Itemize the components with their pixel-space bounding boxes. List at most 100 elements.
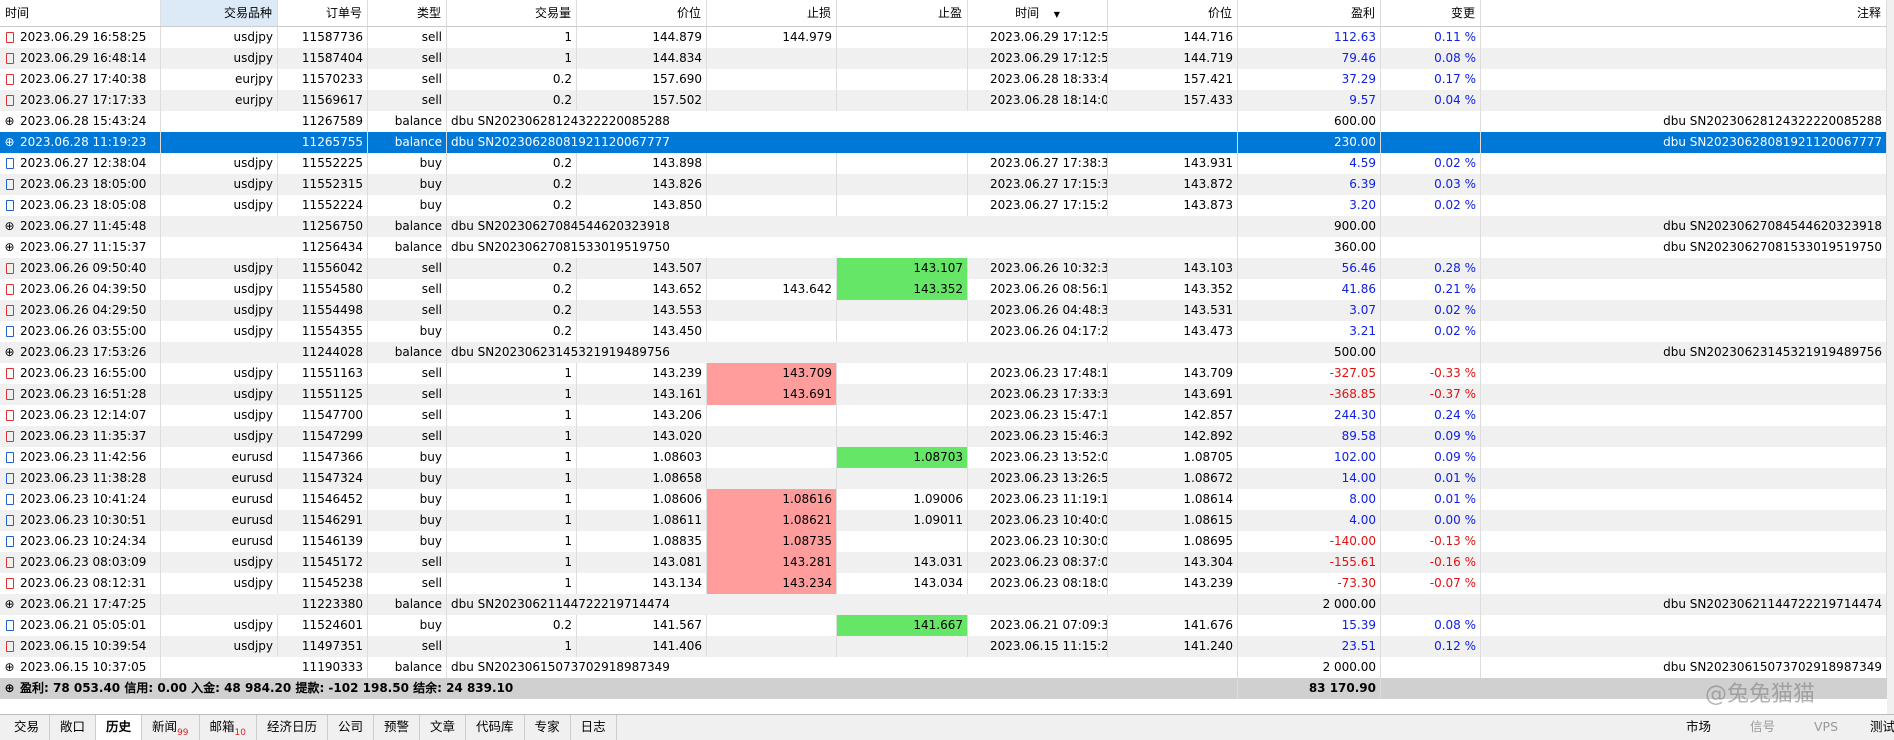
tab[interactable]: 交易 [4, 715, 51, 740]
table-row[interactable]: 2023.06.23 08:12:31 usdjpy 11545238 sell 1 14… [0, 573, 1887, 594]
table-row[interactable]: 2023.06.23 16:51:28 usdjpy 11551125 sell 1 14… [0, 384, 1887, 405]
column-header[interactable]: 交易量 [447, 0, 577, 26]
cell: 142.892 [1108, 426, 1238, 447]
table-row[interactable]: 2023.06.23 10:30:51 eurusd 11546291 buy 1 1.0… [0, 510, 1887, 531]
table-row[interactable]: 2023.06.23 12:14:07 usdjpy 11547700 sell 1 14… [0, 405, 1887, 426]
row-icon [6, 410, 14, 421]
cell: 2023.06.23 10:41:24 [0, 489, 161, 510]
table-row[interactable]: 2023.06.26 04:39:50 usdjpy 11554580 sell 0.2… [0, 279, 1887, 300]
tab[interactable]: 邮箱10 [200, 715, 257, 740]
table-row[interactable]: 2023.06.23 18:05:08 usdjpy 11552224 buy 0.2 1… [0, 195, 1887, 216]
comment: dbu SN20230627084544620323918 [447, 216, 1238, 237]
table-row[interactable]: ⊕ 2023.06.27 11:45:48 11256750 balance dbu S… [0, 216, 1887, 237]
column-header[interactable]: 止盈 [837, 0, 968, 26]
table-row[interactable]: 2023.06.23 10:41:24 eurusd 11546452 buy 1 1.0… [0, 489, 1887, 510]
time: 2023.06.28 15:43:24 [20, 114, 147, 128]
table-row[interactable]: ⊕ 2023.06.27 11:15:37 11256434 balance dbu S… [0, 237, 1887, 258]
tab[interactable]: 预警 [374, 715, 421, 740]
status-item[interactable]: 信号 [1744, 715, 1781, 740]
column-header[interactable]: 类型 [368, 0, 447, 26]
column-header[interactable]: 价位 [577, 0, 707, 26]
table-row[interactable]: 2023.06.15 10:39:54 usdjpy 11497351 sell 1 14… [0, 636, 1887, 657]
column-title: 交易品种 [223, 6, 272, 20]
cell: -0.16 % [1381, 552, 1481, 573]
cell: 14.00 [1238, 468, 1381, 489]
cell: eurusd [161, 510, 278, 531]
table-row[interactable]: ⊕ 2023.06.15 10:37:05 11190333 balance dbu S… [0, 657, 1887, 678]
time: 2023.06.23 16:55:00 [20, 366, 147, 380]
cell: 144.719 [1108, 48, 1238, 69]
table-row[interactable]: 2023.06.21 05:05:01 usdjpy 11524601 buy 0.2 1… [0, 615, 1887, 636]
table-row[interactable]: 2023.06.27 12:38:04 usdjpy 11552225 buy 0.2 1… [0, 153, 1887, 174]
status-item[interactable]: 测试 [1864, 715, 1894, 740]
time: 2023.06.26 04:29:50 [20, 303, 147, 317]
cell: 0.08 % [1381, 48, 1481, 69]
column-header[interactable]: 时间 [0, 0, 161, 26]
time: 2023.06.23 08:03:09 [20, 555, 147, 569]
tab[interactable]: 文章 [420, 715, 467, 740]
table-row[interactable]: 2023.06.27 17:17:33 eurjpy 11569617 sell 0.2… [0, 90, 1887, 111]
column-header[interactable]: 时间 ▼ [968, 0, 1108, 26]
table-row[interactable]: 2023.06.29 16:48:14 usdjpy 11587404 sell 1 14… [0, 48, 1887, 69]
status-item[interactable]: VPS [1808, 715, 1844, 740]
table-row[interactable]: ⊕ 2023.06.23 17:53:26 11244028 balance dbu S… [0, 342, 1887, 363]
tab[interactable]: 新闻99 [142, 715, 200, 740]
tab[interactable]: 敞口 [50, 715, 97, 740]
table-row[interactable]: 2023.06.26 03:55:00 usdjpy 11554355 buy 0.2 1… [0, 321, 1887, 342]
tab[interactable]: 公司 [328, 715, 375, 740]
cell: 0.17 % [1381, 69, 1481, 90]
cell: 360.00 [1238, 237, 1381, 258]
cell: -327.05 [1238, 363, 1381, 384]
table-row[interactable]: 2023.06.27 17:40:38 eurjpy 11570233 sell 0.2… [0, 69, 1887, 90]
column-header[interactable]: 注释 [1481, 0, 1887, 26]
column-header[interactable]: 交易品种 [161, 0, 278, 26]
table-row[interactable]: ⊕ 2023.06.28 15:43:24 11267589 balance dbu S… [0, 111, 1887, 132]
column-header[interactable]: 订单号 [278, 0, 368, 26]
scrollbar[interactable] [1887, 0, 1894, 714]
tab[interactable]: 历史 [96, 715, 143, 740]
cell [1481, 531, 1887, 552]
table-row[interactable]: 2023.06.29 16:58:25 usdjpy 11587736 sell 1 14… [0, 27, 1887, 48]
table-row[interactable]: ⊕ 2023.06.21 17:47:25 11223380 balance dbu S… [0, 594, 1887, 615]
cell: 11552225 [278, 153, 368, 174]
cell: 2023.06.23 10:24:34 [0, 531, 161, 552]
table-row[interactable]: 2023.06.23 11:38:28 eurusd 11547324 buy 1 1.0… [0, 468, 1887, 489]
cell [707, 48, 837, 69]
cell: 1 [447, 468, 577, 489]
time: 2023.06.23 08:12:31 [20, 576, 147, 590]
table-row[interactable]: 2023.06.26 09:50:40 usdjpy 11556042 sell 0.2… [0, 258, 1887, 279]
cell: 2023.06.23 08:12:31 [0, 573, 161, 594]
cell: sell [368, 90, 447, 111]
table-row[interactable]: 2023.06.23 08:03:09 usdjpy 11545172 sell 1 14… [0, 552, 1887, 573]
cell [837, 384, 968, 405]
cell: 1.08621 [707, 510, 837, 531]
table-row[interactable]: 2023.06.23 10:24:34 eurusd 11546139 buy 1 1.0… [0, 531, 1887, 552]
table-row[interactable]: 2023.06.23 16:55:00 usdjpy 11551163 sell 1 14… [0, 363, 1887, 384]
table-row[interactable]: 2023.06.23 11:35:37 usdjpy 11547299 sell 1 14… [0, 426, 1887, 447]
cell: sell [368, 27, 447, 48]
expand-icon: ⊕ [4, 660, 15, 674]
tab[interactable]: 代码库 [466, 715, 525, 740]
tab[interactable]: 专家 [525, 715, 571, 740]
table-row[interactable]: 2023.06.23 11:42:56 eurusd 11547366 buy 1 1.0… [0, 447, 1887, 468]
column-header[interactable]: 盈利 [1238, 0, 1381, 26]
table-row[interactable]: 2023.06.26 04:29:50 usdjpy 11554498 sell 0.2… [0, 300, 1887, 321]
column-header[interactable]: 止损 [707, 0, 837, 26]
column-header[interactable]: 变更 [1381, 0, 1481, 26]
status-item[interactable]: 市场 [1680, 715, 1717, 740]
cell: 143.709 [707, 363, 837, 384]
cell: 11551163 [278, 363, 368, 384]
cell: ⊕ 2023.06.15 10:37:05 [0, 657, 161, 678]
cell: -155.61 [1238, 552, 1381, 573]
cell [1481, 615, 1887, 636]
tab[interactable]: 经济日历 [257, 715, 328, 740]
column-header[interactable]: 价位 [1108, 0, 1238, 26]
cell: 143.850 [577, 195, 707, 216]
tab-label: 预警 [384, 719, 410, 734]
table-row[interactable]: ⊕ 2023.06.28 11:19:23 11265755 balance dbu S… [0, 132, 1887, 153]
cell: 11244028 [278, 342, 368, 363]
cell: ⊕ 2023.06.27 11:15:37 [0, 237, 161, 258]
time: 2023.06.26 04:39:50 [20, 282, 147, 296]
tab[interactable]: 日志 [571, 715, 617, 740]
table-row[interactable]: 2023.06.23 18:05:00 usdjpy 11552315 buy 0.2 1… [0, 174, 1887, 195]
